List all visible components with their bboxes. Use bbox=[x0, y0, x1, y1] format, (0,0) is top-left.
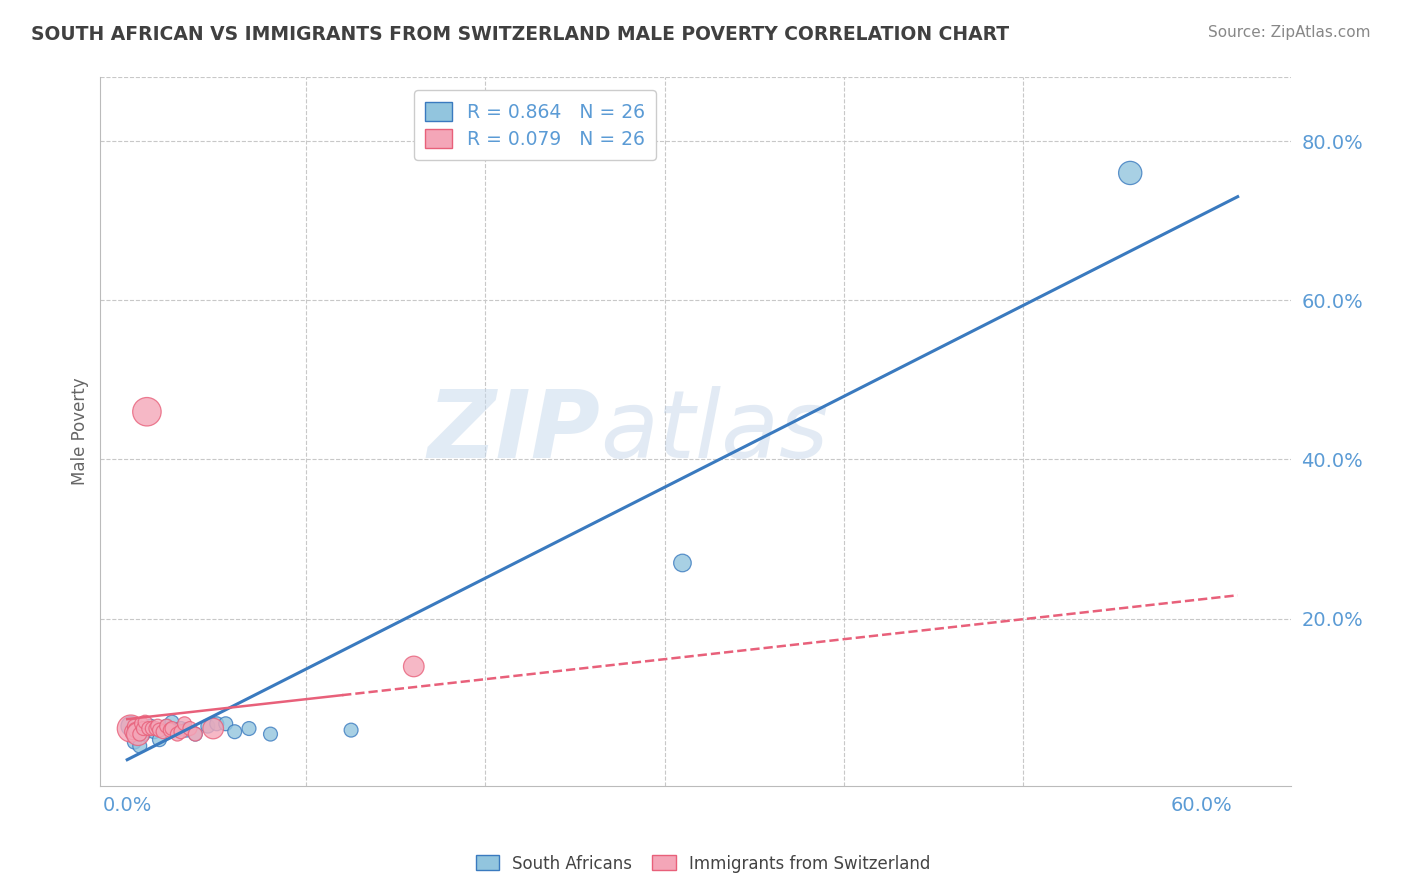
Point bbox=[173, 716, 195, 731]
Point bbox=[148, 723, 170, 738]
Point bbox=[135, 723, 157, 738]
Point bbox=[148, 732, 170, 747]
Point bbox=[176, 723, 198, 738]
Point bbox=[131, 716, 153, 731]
Point bbox=[143, 724, 166, 739]
Point bbox=[170, 722, 193, 736]
Point bbox=[166, 723, 188, 738]
Point bbox=[134, 715, 156, 730]
Point bbox=[160, 715, 183, 730]
Point bbox=[215, 716, 238, 731]
Point bbox=[159, 723, 181, 738]
Y-axis label: Male Poverty: Male Poverty bbox=[72, 378, 89, 485]
Point bbox=[197, 719, 219, 733]
Point bbox=[125, 723, 148, 738]
Point bbox=[127, 723, 149, 738]
Text: atlas: atlas bbox=[600, 386, 830, 477]
Point bbox=[166, 727, 188, 741]
Point bbox=[120, 722, 142, 736]
Point bbox=[132, 722, 155, 736]
Point bbox=[121, 724, 143, 739]
Point bbox=[120, 719, 142, 733]
Point bbox=[238, 722, 260, 736]
Point bbox=[671, 556, 693, 570]
Point bbox=[224, 724, 246, 739]
Point bbox=[132, 727, 155, 741]
Point bbox=[128, 739, 150, 753]
Point bbox=[124, 735, 146, 749]
Point bbox=[160, 722, 183, 736]
Point bbox=[1119, 166, 1142, 180]
Point bbox=[145, 722, 167, 736]
Point bbox=[184, 727, 207, 741]
Point bbox=[259, 727, 281, 741]
Point bbox=[141, 722, 163, 736]
Point bbox=[127, 727, 149, 741]
Legend: South Africans, Immigrants from Switzerland: South Africans, Immigrants from Switzerl… bbox=[470, 848, 936, 880]
Point bbox=[124, 719, 146, 733]
Point bbox=[138, 722, 160, 736]
Point bbox=[125, 727, 148, 741]
Point bbox=[205, 716, 228, 731]
Point bbox=[156, 719, 179, 733]
Point bbox=[170, 724, 193, 739]
Point bbox=[121, 727, 143, 741]
Point bbox=[156, 719, 179, 733]
Point bbox=[402, 659, 425, 673]
Point bbox=[184, 727, 207, 741]
Point bbox=[340, 723, 363, 738]
Point bbox=[128, 727, 150, 741]
Text: Source: ZipAtlas.com: Source: ZipAtlas.com bbox=[1208, 25, 1371, 40]
Point bbox=[179, 722, 201, 736]
Point bbox=[152, 724, 174, 739]
Point bbox=[202, 722, 225, 736]
Legend: R = 0.864   N = 26, R = 0.079   N = 26: R = 0.864 N = 26, R = 0.079 N = 26 bbox=[415, 90, 657, 161]
Text: ZIP: ZIP bbox=[427, 385, 600, 477]
Point bbox=[135, 405, 157, 419]
Point bbox=[146, 719, 169, 733]
Point bbox=[139, 719, 162, 733]
Text: SOUTH AFRICAN VS IMMIGRANTS FROM SWITZERLAND MALE POVERTY CORRELATION CHART: SOUTH AFRICAN VS IMMIGRANTS FROM SWITZER… bbox=[31, 25, 1010, 44]
